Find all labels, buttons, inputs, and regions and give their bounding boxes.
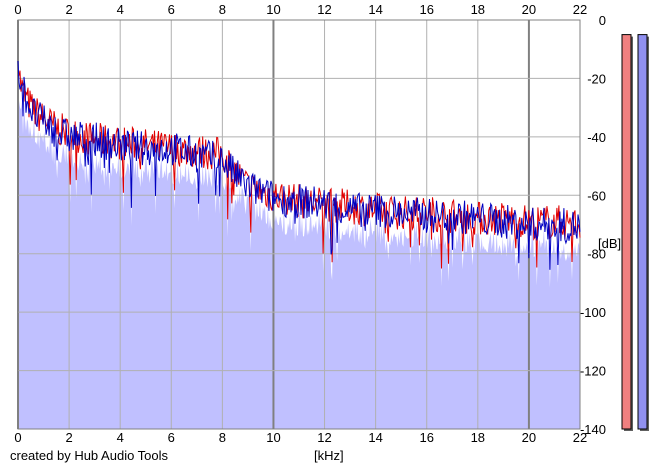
x-tick-label-top: 0 (14, 2, 21, 17)
spectrum-series (17, 60, 581, 270)
y-tick-label: -140 (580, 422, 606, 437)
spectrum-fill-area (18, 93, 580, 429)
y-tick-label: -120 (580, 364, 606, 379)
right-channel-trace (17, 60, 581, 270)
level-meters (621, 34, 649, 431)
x-tick-label-bottom: 20 (522, 430, 536, 445)
y-tick-label: -80 (587, 247, 606, 262)
x-tick-label-top: 16 (419, 2, 433, 17)
level-meter-left (621, 34, 632, 430)
x-tick-label-top: 20 (522, 2, 536, 17)
x-tick-label-top: 14 (368, 2, 382, 17)
axis-ticks: 002244668810101212141416161818202022220-… (14, 2, 606, 445)
spectrum-area (18, 93, 580, 429)
level-meter-right (637, 34, 648, 430)
x-tick-label-top: 6 (168, 2, 175, 17)
x-tick-label-top: 18 (471, 2, 485, 17)
x-tick-label-bottom: 18 (471, 430, 485, 445)
plot-frame (17, 19, 581, 430)
x-tick-label-top: 12 (317, 2, 331, 17)
x-tick-label-top: 8 (219, 2, 226, 17)
x-tick-label-bottom: 14 (368, 430, 382, 445)
y-tick-label: -20 (587, 71, 606, 86)
x-tick-label-bottom: 6 (168, 430, 175, 445)
x-axis-unit-label: [kHz] (314, 448, 344, 463)
y-tick-label: -60 (587, 188, 606, 203)
x-tick-label-bottom: 8 (219, 430, 226, 445)
y-tick-label: 0 (599, 13, 606, 28)
x-tick-label-top: 4 (117, 2, 124, 17)
x-tick-label-top: 2 (65, 2, 72, 17)
x-tick-label-top: 22 (573, 2, 587, 17)
x-tick-label-bottom: 16 (419, 430, 433, 445)
x-tick-label-bottom: 12 (317, 430, 331, 445)
y-tick-label: -100 (580, 305, 606, 320)
x-tick-label-bottom: 2 (65, 430, 72, 445)
x-tick-label-bottom: 22 (573, 430, 587, 445)
x-tick-label-top: 10 (266, 2, 280, 17)
x-tick-label-bottom: 0 (14, 430, 21, 445)
y-axis-unit-label: [dB] (598, 236, 622, 251)
credit-text: created by Hub Audio Tools (10, 448, 169, 463)
y-tick-label: -40 (587, 130, 606, 145)
x-tick-label-bottom: 4 (117, 430, 124, 445)
chart-grid (17, 19, 581, 430)
x-tick-label-bottom: 10 (266, 430, 280, 445)
